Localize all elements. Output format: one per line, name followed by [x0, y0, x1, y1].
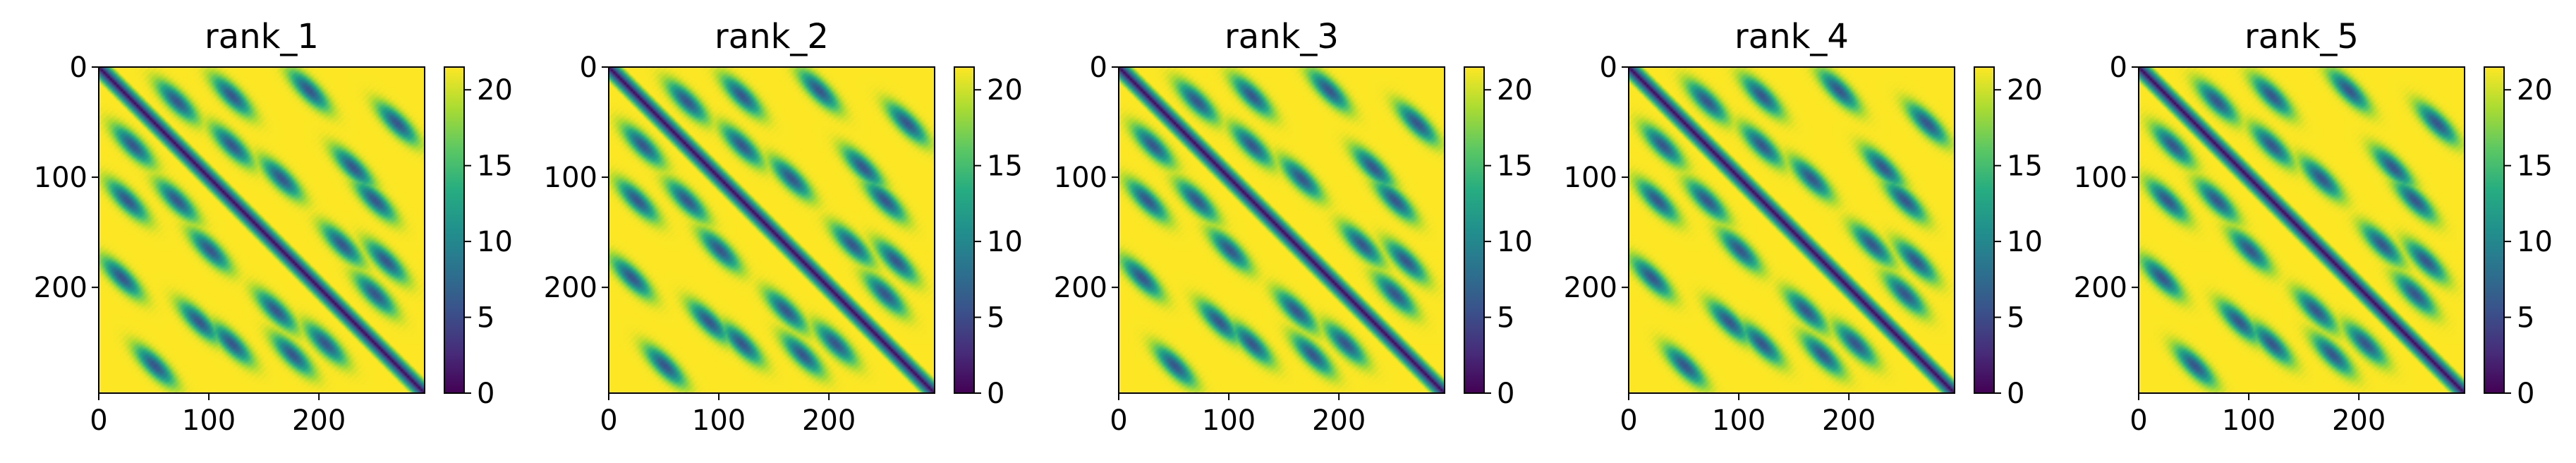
panel-5: rank_5 0 100 200 0 100 200 0 5 10 15 20: [2074, 17, 2553, 437]
colorbar: [1974, 66, 1995, 394]
y-tick-label: 0: [1090, 52, 1107, 84]
x-tick-label: 200: [2332, 404, 2386, 437]
panel-title: rank_4: [1734, 17, 1849, 56]
x-tick-label: 0: [2130, 404, 2147, 437]
colorbar-tick-label: 10: [2007, 226, 2043, 258]
colorbar-tick-label: 10: [1497, 226, 1533, 258]
colorbar: [2484, 66, 2505, 394]
x-tick-label: 100: [1712, 404, 1766, 437]
panel-3: rank_3 0 100 200 0 100 200 0 5 10 15 20: [1054, 17, 1533, 437]
colorbar-tick-label: 0: [987, 378, 1004, 410]
x-tick-label: 100: [1202, 404, 1256, 437]
colorbar-tick-label: 20: [2517, 74, 2553, 107]
colorbar-tick-label: 10: [477, 226, 513, 258]
colorbar: [1464, 66, 1485, 394]
axes-frame: [1628, 66, 1955, 394]
x-tick-label: 200: [292, 404, 346, 437]
y-tick-label: 100: [1054, 162, 1107, 194]
x-tick-label: 200: [802, 404, 856, 437]
heatmap-image: [1119, 67, 1445, 393]
colorbar-tick-label: 0: [477, 378, 494, 410]
colorbar-tick-label: 5: [987, 302, 1004, 335]
axes-frame: [1118, 66, 1445, 394]
y-tick-label: 0: [70, 52, 87, 84]
panel-title: rank_2: [715, 17, 829, 56]
colorbar: [954, 66, 975, 394]
colorbar-tick-label: 20: [1497, 74, 1533, 107]
x-tick-label: 0: [1620, 404, 1637, 437]
colorbar-tick-label: 0: [2007, 378, 2024, 410]
colorbar-tick-label: 5: [477, 302, 494, 335]
heatmap-image: [99, 67, 425, 393]
colorbar-tick-label: 20: [987, 74, 1023, 107]
colorbar-tick-label: 20: [2007, 74, 2043, 107]
y-tick-label: 200: [1564, 272, 1617, 304]
y-tick-label: 0: [2110, 52, 2127, 84]
y-tick-label: 100: [1564, 162, 1617, 194]
colorbar-tick-label: 10: [2517, 226, 2553, 258]
panel-title: rank_3: [1225, 17, 1339, 56]
heatmap-image: [609, 67, 935, 393]
colorbar-tick-label: 5: [2007, 302, 2024, 335]
colorbar-tick-label: 15: [987, 150, 1023, 183]
x-tick-label: 0: [1110, 404, 1127, 437]
colorbar-tick-label: 5: [1497, 302, 1514, 335]
x-tick-label: 100: [2222, 404, 2276, 437]
x-tick-label: 100: [692, 404, 746, 437]
y-tick-label: 200: [2074, 272, 2127, 304]
axes-frame: [2138, 66, 2465, 394]
y-tick-label: 200: [34, 272, 87, 304]
colorbar-tick-label: 15: [477, 150, 513, 183]
colorbar-tick-label: 20: [477, 74, 513, 107]
colorbar-tick-label: 10: [987, 226, 1023, 258]
y-tick-label: 100: [2074, 162, 2127, 194]
y-tick-label: 0: [580, 52, 597, 84]
colorbar-tick-label: 0: [2517, 378, 2534, 410]
panel-title: rank_5: [2244, 17, 2359, 56]
heatmap-image: [1629, 67, 1955, 393]
panel-title: rank_1: [205, 17, 319, 56]
colorbar-tick-label: 15: [1497, 150, 1533, 183]
y-tick-label: 200: [1054, 272, 1107, 304]
x-tick-label: 0: [600, 404, 617, 437]
panel-4: rank_4 0 100 200 0 100 200 0 5 10 15 20: [1564, 17, 2043, 437]
y-tick-label: 100: [544, 162, 597, 194]
x-tick-label: 200: [1312, 404, 1366, 437]
y-tick-label: 0: [1600, 52, 1617, 84]
heatmap-image: [2139, 67, 2465, 393]
colorbar-tick-label: 0: [1497, 378, 1514, 410]
x-tick-label: 100: [182, 404, 236, 437]
colorbar: [444, 66, 465, 394]
x-tick-label: 0: [90, 404, 107, 437]
colorbar-tick-label: 15: [2007, 150, 2043, 183]
colorbar-tick-label: 5: [2517, 302, 2534, 335]
x-tick-label: 200: [1822, 404, 1876, 437]
panel-1: rank_1 0 100 200 0 100 200 0 5 10 15 20: [34, 17, 513, 437]
y-tick-label: 100: [34, 162, 87, 194]
axes-frame: [98, 66, 425, 394]
axes-frame: [608, 66, 935, 394]
colorbar-tick-label: 15: [2517, 150, 2553, 183]
y-tick-label: 200: [544, 272, 597, 304]
panel-2: rank_2 0 100 200 0 100 200 0 5 10 15 20: [544, 17, 1023, 437]
